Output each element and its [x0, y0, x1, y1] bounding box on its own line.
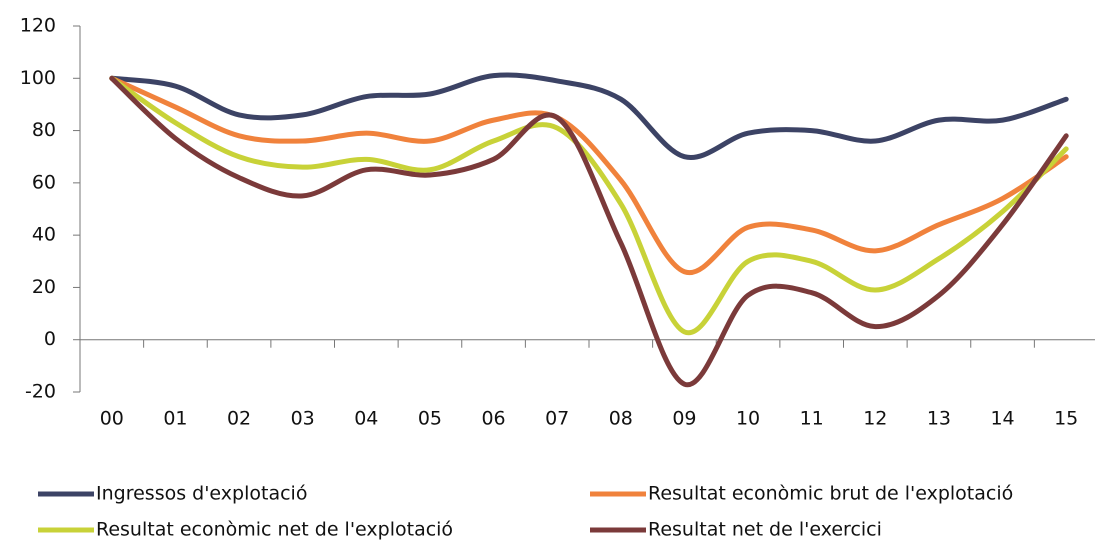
y-tick-label: 40 [32, 224, 56, 246]
y-tick-label: 60 [32, 171, 56, 193]
x-tick-label: 10 [736, 408, 760, 430]
x-tick-label: 07 [545, 408, 569, 430]
x-tick-label: 05 [418, 408, 442, 430]
series-line [109, 75, 1069, 276]
x-tick-label: 01 [163, 408, 187, 430]
x-tick-label: 03 [291, 408, 315, 430]
legend-label: Resultat econòmic net de l'explotació [96, 519, 453, 541]
legend-label: Resultat net de l'exercici [648, 519, 882, 541]
y-tick-label: 120 [20, 15, 56, 37]
y-tick-label: 0 [44, 328, 56, 350]
x-tick-label: 00 [100, 408, 124, 430]
y-tick-label: -20 [25, 381, 56, 403]
x-tick-label: 06 [481, 408, 505, 430]
series-line [109, 75, 1069, 388]
series-line [109, 75, 1069, 336]
y-tick-label: 80 [32, 119, 56, 141]
y-tick-label: 100 [20, 67, 56, 89]
x-tick-label: 14 [990, 408, 1014, 430]
x-tick-label: 15 [1054, 408, 1078, 430]
x-tick-label: 11 [800, 408, 824, 430]
legend-label: Ingressos d'explotació [96, 483, 307, 505]
x-tick-label: 09 [672, 408, 696, 430]
x-tick-label: 08 [609, 408, 633, 430]
y-tick-label: 20 [32, 276, 56, 298]
x-tick-label: 02 [227, 408, 251, 430]
legend-label: Resultat econòmic brut de l'explotació [648, 483, 1013, 505]
x-tick-label: 04 [354, 408, 378, 430]
x-tick-label: 13 [927, 408, 951, 430]
x-tick-label: 12 [863, 408, 887, 430]
series-line [109, 72, 1069, 161]
